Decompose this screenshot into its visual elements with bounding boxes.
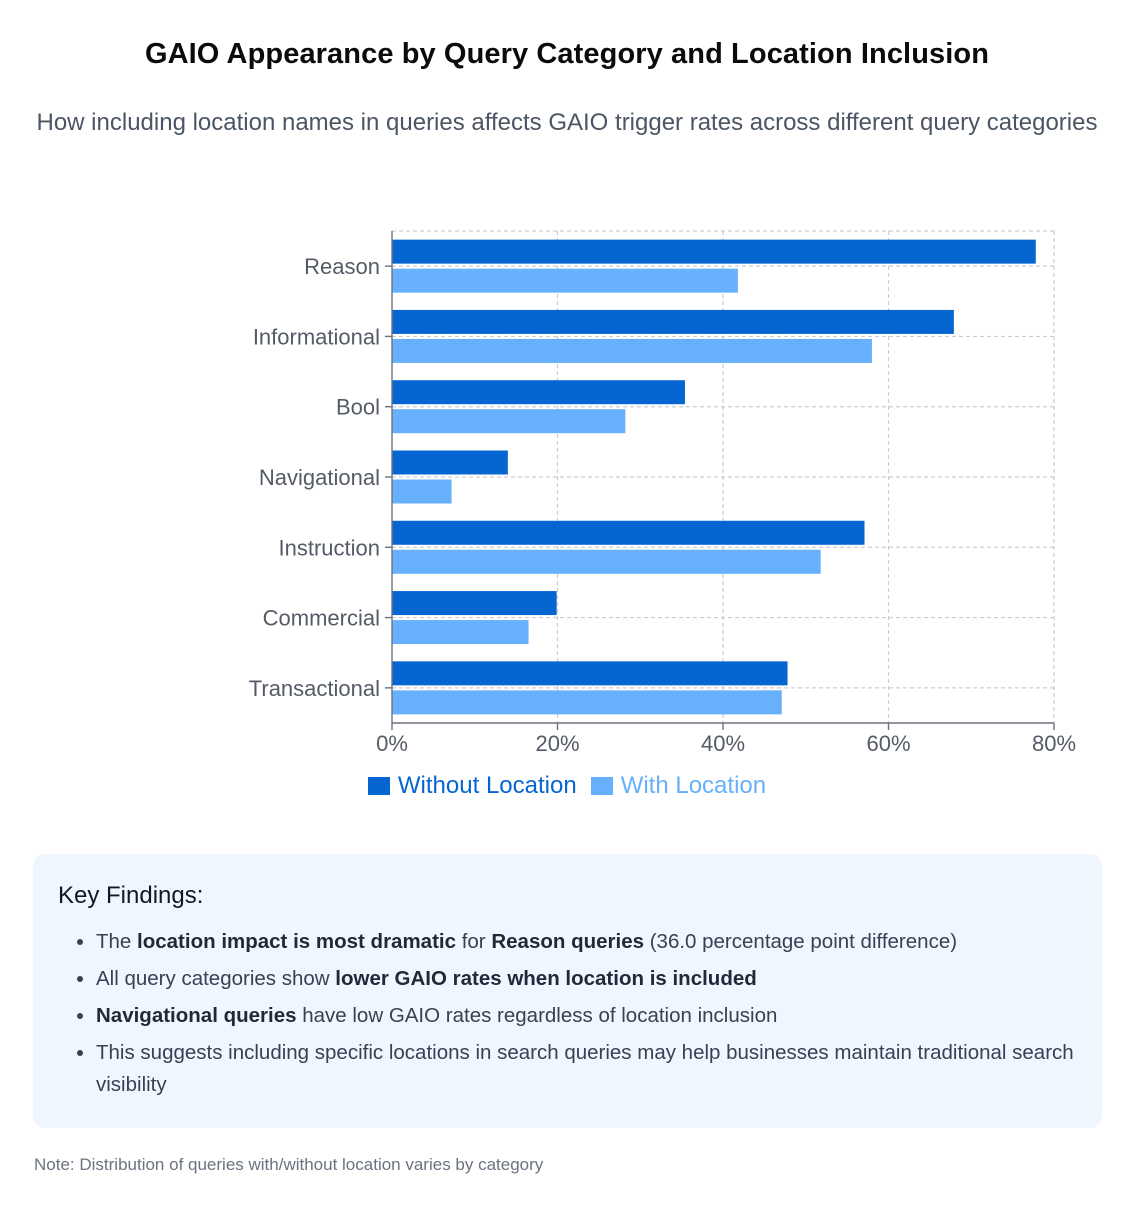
y-tick-label: Reason — [304, 254, 380, 279]
bar-without-location — [392, 591, 557, 616]
bar-with-location — [392, 338, 872, 363]
key-finding-item: Navigational queries have low GAIO rates… — [96, 1000, 1076, 1032]
key-findings-list: The location impact is most dramatic for… — [58, 926, 1076, 1101]
key-finding-text: for — [456, 930, 492, 953]
key-finding-emphasis: Reason queries — [491, 930, 645, 953]
bar-with-location — [392, 268, 738, 293]
key-findings-heading: Key Findings: — [58, 882, 204, 909]
key-finding-emphasis: lower GAIO rates when location is includ… — [335, 967, 757, 990]
y-tick-label: Commercial — [263, 606, 380, 631]
key-finding-text: (36.0 percentage point difference) — [644, 930, 958, 953]
bar-without-location — [392, 520, 865, 545]
footnote: Note: Distribution of queries with/witho… — [34, 1155, 544, 1174]
bar-without-location — [392, 661, 788, 686]
y-tick-label: Informational — [253, 324, 380, 349]
x-tick-label: 80% — [1032, 731, 1076, 756]
y-tick-label: Transactional — [249, 676, 380, 701]
bar-chart: Reason Informational Bool Navigational Instr… — [249, 230, 1076, 756]
key-finding-text: The — [96, 930, 138, 953]
chart-legend: Without Location With Location — [0, 772, 1134, 800]
bar-with-location — [392, 620, 529, 645]
chart-subtitle: How including location names in queries … — [36, 109, 1098, 136]
y-tick-label: Bool — [336, 395, 380, 420]
bar-with-location — [392, 479, 452, 504]
y-tick-label: Navigational — [259, 465, 380, 490]
key-finding-text: This suggests including specific locatio… — [96, 1041, 1074, 1096]
legend-swatch-without-location — [367, 777, 390, 795]
bar-with-location — [392, 409, 626, 434]
key-finding-item: All query categories show lower GAIO rat… — [96, 963, 1076, 995]
y-tick-label: Instruction — [279, 535, 381, 560]
x-tick-label: 40% — [701, 731, 745, 756]
bar-without-location — [392, 450, 508, 475]
x-tick-label: 20% — [535, 731, 579, 756]
bar-without-location — [392, 309, 954, 334]
key-finding-item: This suggests including specific locatio… — [96, 1037, 1076, 1101]
bar-without-location — [392, 239, 1036, 264]
bar-without-location — [392, 380, 685, 405]
x-tick-label: 0% — [376, 731, 408, 756]
legend-label-with-location: With Location — [620, 772, 767, 799]
legend-item-with-location[interactable]: With Location — [590, 772, 767, 800]
bar-with-location — [392, 549, 821, 574]
chart-title: GAIO Appearance by Query Category and Lo… — [144, 38, 990, 70]
key-finding-text: have low GAIO rates regardless of locati… — [296, 1004, 778, 1027]
legend-swatch-with-location — [590, 777, 613, 795]
key-finding-emphasis: Navigational queries — [96, 1004, 297, 1027]
key-finding-item: The location impact is most dramatic for… — [96, 926, 1076, 958]
legend-item-without-location[interactable]: Without Location — [367, 772, 577, 800]
key-finding-text: All query categories show — [96, 967, 336, 990]
bar-with-location — [392, 690, 782, 715]
key-findings-panel: Key Findings: The location impact is mos… — [33, 854, 1102, 1128]
legend-label-without-location: Without Location — [397, 772, 577, 799]
x-tick-label: 60% — [866, 731, 910, 756]
key-finding-emphasis: location impact is most dramatic — [137, 930, 457, 953]
